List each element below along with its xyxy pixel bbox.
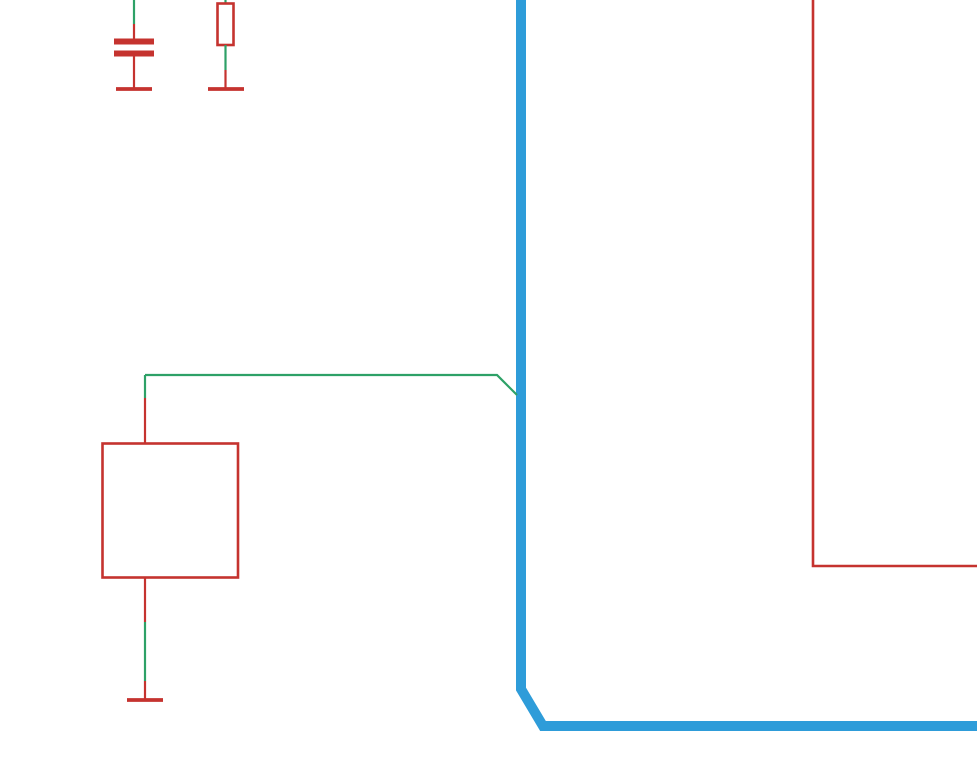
capacitor-symbol[interactable]	[114, 0, 154, 91]
resistor-symbol[interactable]	[208, 0, 244, 91]
microphone-symbol[interactable]	[101, 373, 518, 702]
resistor-body[interactable]	[216, 2, 235, 47]
ic-body-outline[interactable]	[811, 0, 977, 568]
mic-body[interactable]	[101, 442, 240, 579]
mic-pwr-wire[interactable]	[145, 373, 518, 396]
bus-line[interactable]	[516, 0, 977, 731]
